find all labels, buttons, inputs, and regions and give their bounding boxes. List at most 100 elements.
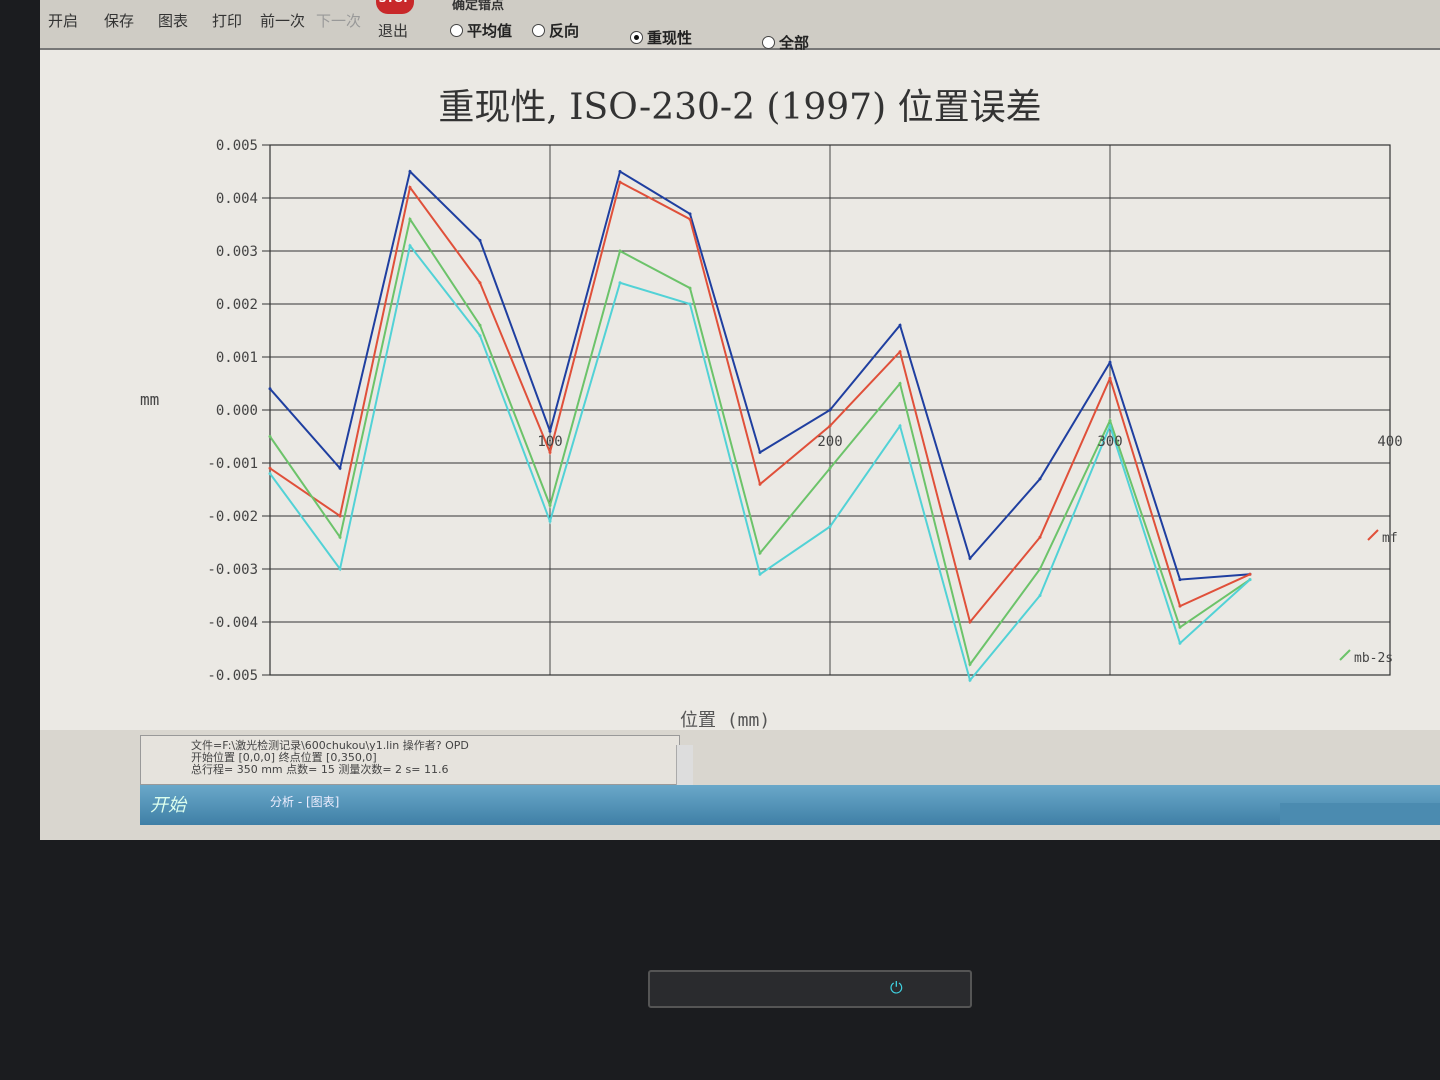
- data-point: [968, 662, 972, 666]
- data-point: [1038, 594, 1042, 597]
- info-panel: 文件=F:\激光检测记录\600chukou\y1.lin 操作者? OPD 开…: [140, 735, 680, 785]
- system-tray: [1280, 803, 1440, 825]
- start-button[interactable]: 开始: [150, 795, 186, 816]
- data-point: [408, 244, 412, 248]
- data-point: [338, 567, 342, 571]
- x-tick-label: 300: [1097, 434, 1122, 450]
- stop-icon[interactable]: STOP: [376, 0, 414, 14]
- data-point: [898, 350, 902, 354]
- toolbar: 开启 保存 图表 打印 前一次 下一次 STOP 退出 确定错点 平均值 反向 …: [40, 0, 1440, 53]
- data-point: [338, 535, 342, 539]
- y-tick-label: -0.004: [207, 615, 258, 631]
- next-button[interactable]: 下一次: [316, 12, 362, 30]
- data-point: [408, 170, 412, 173]
- series-line-2: [269, 180, 1251, 625]
- data-point: [688, 217, 692, 221]
- data-point: [688, 286, 692, 290]
- radio-average[interactable]: 平均值: [450, 20, 512, 41]
- x-tick-label: 100: [537, 434, 562, 450]
- radio-repeatability[interactable]: 重现性: [630, 27, 692, 48]
- data-point: [758, 482, 762, 486]
- print-button[interactable]: 打印: [212, 12, 243, 30]
- x-tick-label: 400: [1377, 434, 1402, 450]
- data-point: [1038, 567, 1042, 571]
- data-point: [688, 302, 692, 306]
- chart-button[interactable]: 图表: [158, 12, 189, 30]
- data-point: [828, 424, 832, 428]
- data-point: [1248, 578, 1252, 582]
- radio-label: 全部: [779, 34, 810, 52]
- y-tick-label: 0.000: [216, 403, 258, 419]
- screen: 开启 保存 图表 打印 前一次 下一次 STOP 退出 确定错点 平均值 反向 …: [40, 0, 1440, 840]
- data-point: [268, 472, 272, 476]
- series-line-1: [269, 169, 1251, 581]
- chart-title: 重现性, ISO-230-2 (1997) 位置误差: [438, 87, 1042, 128]
- laptop-media-panel: ⏻: [648, 970, 972, 1008]
- data-point: [1108, 424, 1112, 428]
- x-axis-label: 位置 (mm): [680, 710, 770, 730]
- chart-area: 重现性, ISO-230-2 (1997) 位置误差 0.005 0.004 0.0…: [40, 50, 1440, 730]
- data-point: [1038, 477, 1042, 481]
- legend-entry: mb-2s: [1354, 651, 1393, 666]
- data-point: [548, 503, 552, 507]
- data-point: [758, 450, 762, 454]
- data-point: [338, 466, 342, 470]
- data-point: [828, 466, 832, 470]
- previous-button[interactable]: 前一次: [260, 12, 306, 30]
- legend-entry: mf: [1382, 531, 1398, 546]
- save-button[interactable]: 保存: [104, 12, 135, 30]
- power-icon[interactable]: ⏻: [890, 978, 903, 997]
- radio-dot: [762, 36, 775, 49]
- data-point: [478, 238, 482, 242]
- y-tick-label: -0.005: [207, 668, 258, 684]
- data-point: [268, 435, 272, 438]
- data-point: [1178, 625, 1182, 629]
- data-point: [338, 514, 342, 518]
- chart-svg: 0.005 0.004 0.003 0.002 0.001 0.000 -0.001 -0.0…: [140, 138, 1403, 730]
- data-point: [618, 281, 622, 285]
- radio-dot: [630, 31, 643, 44]
- data-point: [758, 572, 762, 576]
- y-tick-label: 0.001: [216, 350, 258, 366]
- data-point: [898, 382, 902, 385]
- y-tick-label: 0.005: [216, 138, 258, 154]
- data-point: [758, 551, 762, 555]
- data-point: [688, 212, 692, 216]
- data-point: [968, 678, 972, 682]
- data-point: [548, 450, 552, 454]
- legend-swatch: [1367, 529, 1379, 541]
- open-button[interactable]: 开启: [48, 12, 79, 30]
- data-point: [548, 429, 552, 433]
- radio-reverse[interactable]: 反向: [532, 20, 579, 41]
- x-tick-label: 200: [817, 434, 842, 450]
- exit-button[interactable]: 退出: [378, 22, 409, 40]
- data-point: [968, 556, 972, 560]
- radio-dot: [532, 24, 545, 37]
- data-point: [828, 408, 832, 412]
- data-point: [1178, 578, 1182, 582]
- taskbar-item-analysis[interactable]: 分析 - [图表]: [270, 795, 340, 809]
- radio-all[interactable]: 全部: [762, 32, 809, 53]
- data-point: [548, 519, 552, 523]
- info-stats: 总行程= 350 mm 点数= 15 测量次数= 2 s= 11.6: [191, 763, 449, 776]
- y-tick-label: 0.003: [216, 244, 258, 260]
- data-point: [618, 180, 622, 184]
- y-axis-label: mm: [140, 390, 159, 409]
- taskbar: 开始 分析 - [图表]: [140, 785, 1440, 825]
- data-point: [618, 249, 622, 253]
- y-tick-label: 0.002: [216, 297, 258, 313]
- data-point: [268, 387, 272, 391]
- data-point: [898, 323, 902, 327]
- info-file: 文件=F:\激光检测记录\600chukou\y1.lin 操作者? OPD: [191, 739, 469, 752]
- y-tick-label: -0.002: [207, 509, 258, 525]
- y-tick-label: -0.001: [207, 456, 258, 472]
- data-point: [268, 466, 272, 470]
- y-tick-label: 0.004: [216, 191, 258, 207]
- data-point: [828, 525, 832, 529]
- radio-label: 反向: [549, 22, 580, 40]
- info-scrollbar[interactable]: [676, 745, 693, 795]
- data-point: [478, 334, 482, 338]
- confirm-error-checkbox[interactable]: 确定错点: [452, 0, 505, 13]
- legend-swatch: [1339, 649, 1351, 661]
- data-point: [1108, 376, 1112, 380]
